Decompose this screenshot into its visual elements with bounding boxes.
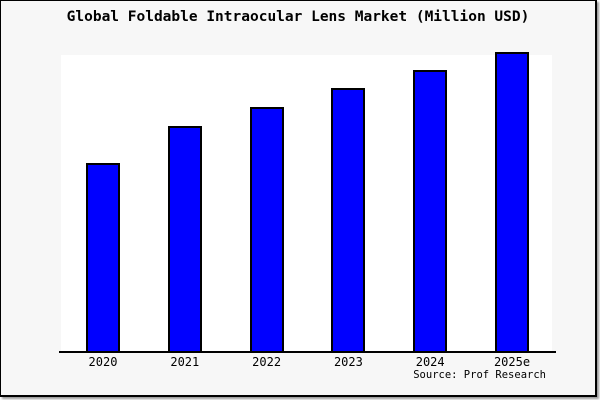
bar-2025e xyxy=(495,52,529,351)
x-axis-line xyxy=(59,351,556,353)
bar-2022 xyxy=(249,107,284,351)
source-credit: Source: Prof Research xyxy=(413,369,546,381)
x-tick-label-2020: 2020 xyxy=(88,355,118,369)
bar-2023 xyxy=(331,88,366,351)
bar-2024 xyxy=(413,70,448,351)
x-tick-label-2021: 2021 xyxy=(170,355,200,369)
chart-title: Global Foldable Intraocular Lens Market … xyxy=(66,9,530,25)
bar-2021 xyxy=(167,126,202,351)
x-tick-label-2023: 2023 xyxy=(333,355,363,369)
x-tick-label-2025e: 2025e xyxy=(493,355,531,369)
x-tick-label-2022: 2022 xyxy=(252,355,282,369)
bar-2020 xyxy=(86,163,120,351)
plot-area xyxy=(59,52,556,353)
x-tick-label-2024: 2024 xyxy=(415,355,445,369)
